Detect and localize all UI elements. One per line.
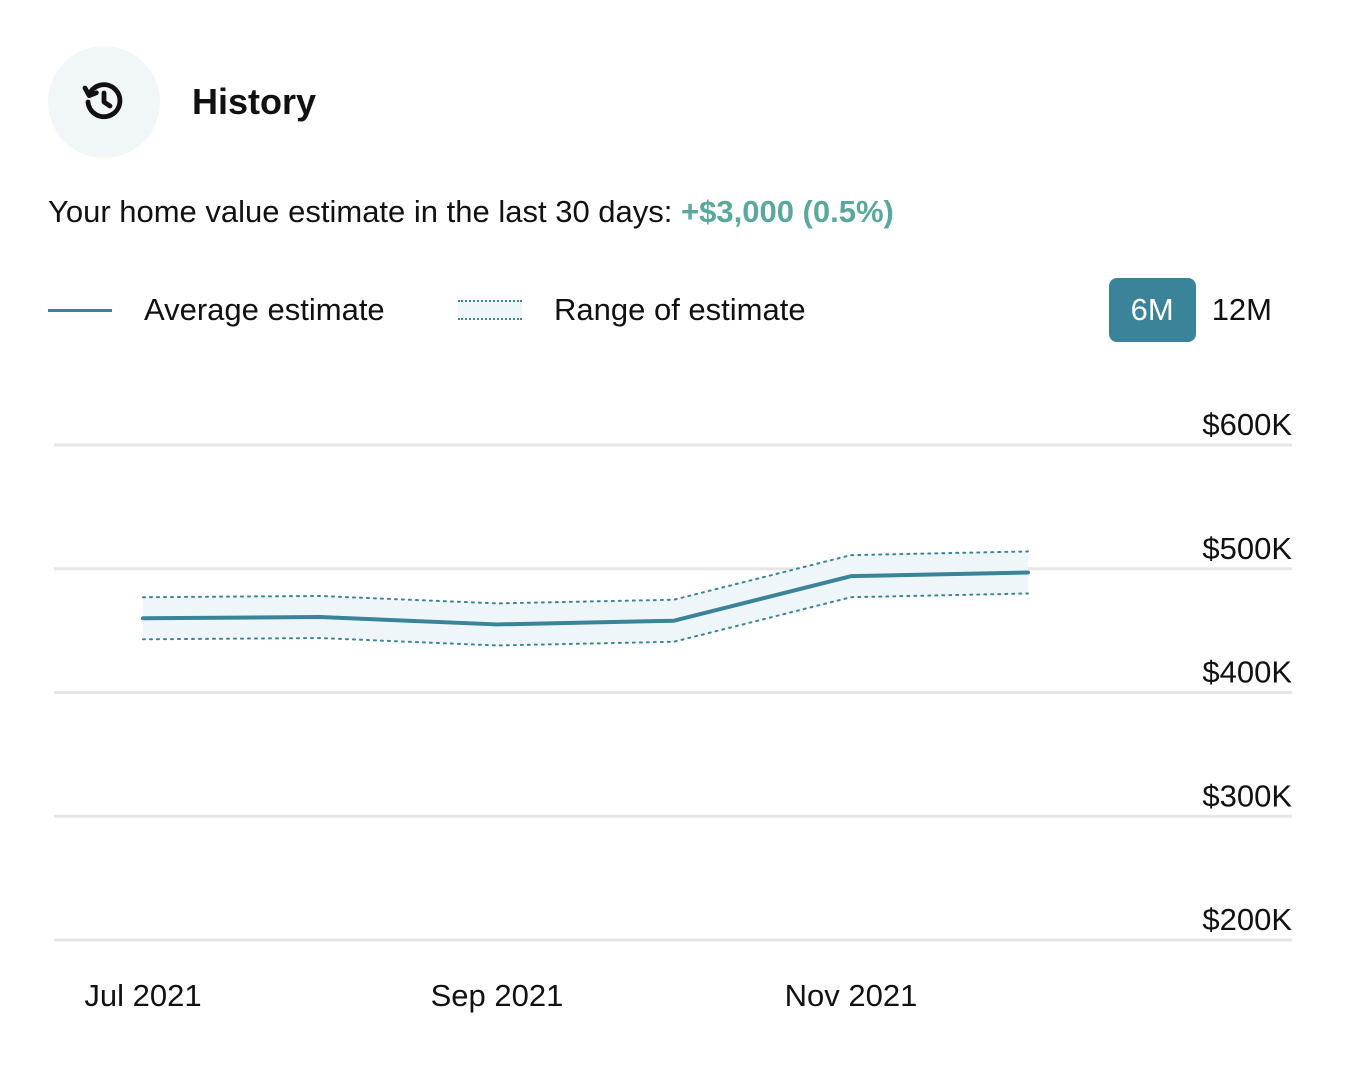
chart-legend: Average estimate Range of estimate 6M 12… [48,278,1288,342]
x-tick-label: Sep 2021 [431,978,564,1013]
y-tick-label: $200K [1202,902,1292,937]
legend-average-swatch [48,308,112,312]
legend-range: Range of estimate [458,278,806,342]
toggle-6m-button[interactable]: 6M [1108,278,1196,342]
range-lower-line [142,592,1029,647]
y-tick-label: $300K [1202,778,1292,813]
legend-average-label: Average estimate [144,292,385,327]
value-change-amount: +$3,000 (0.5%) [681,194,894,229]
x-tick-label: Jul 2021 [84,978,201,1013]
y-tick-label: $400K [1202,655,1292,690]
x-tick-label: Nov 2021 [785,978,918,1013]
summary-text: Your home value estimate in the last 30 … [48,194,682,229]
range-band [143,551,1028,646]
value-change-summary: Your home value estimate in the last 30 … [48,194,894,230]
toggle-12m-button[interactable]: 12M [1196,278,1288,342]
range-upper-line [142,550,1029,605]
y-tick-label: $600K [1202,407,1292,442]
legend-average: Average estimate [48,278,385,342]
history-icon [48,46,160,158]
average-line [141,570,1030,627]
y-tick-label: $500K [1202,531,1292,566]
legend-range-swatch [458,300,522,320]
section-title: History [192,81,317,122]
history-header: History [48,46,316,158]
history-chart: $600K $500K $400K $300K $200K Jul 2021 Sep 202… [54,407,1292,1013]
time-range-toggle: 6M 12M [1108,278,1288,342]
legend-range-label: Range of estimate [554,292,806,327]
